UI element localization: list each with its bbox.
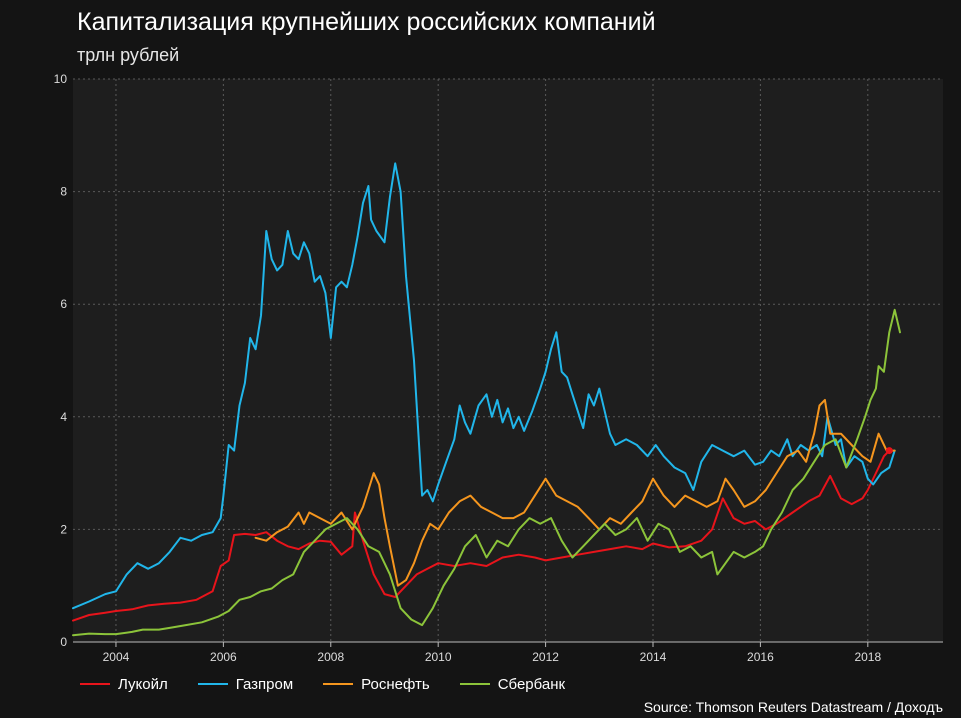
x-axis-ticks: 2004 2006 2008 2010 2012 2014 2016 2018: [103, 642, 881, 664]
series-line-2: [254, 398, 896, 587]
series-line-3: [72, 308, 901, 637]
series-end-marker: [885, 447, 893, 455]
y-tick-label: 4: [60, 410, 67, 424]
x-tick-label: 2016: [747, 650, 774, 664]
legend-label-gazprom: Газпром: [235, 675, 294, 693]
legend-label-sberbank: Сбербанк: [497, 675, 566, 693]
y-tick-label: 8: [60, 185, 67, 199]
chart-title: Капитализация крупнейших российских комп…: [77, 8, 656, 36]
legend-label-rosneft: Роснефть: [361, 675, 430, 693]
legend-swatch-sberbank: [459, 683, 490, 685]
legend-item-rosneft: Роснефть: [323, 676, 430, 693]
legend-swatch-gazprom: [197, 683, 228, 685]
gridlines: [73, 78, 943, 642]
legend-swatch-rosneft: [323, 683, 354, 685]
chart-subtitle: трлн рублей: [77, 45, 180, 65]
y-tick-label: 2: [60, 522, 67, 536]
x-tick-label: 2018: [854, 650, 881, 664]
legend-item-sberbank: Сбербанк: [459, 675, 566, 693]
legend-swatch-lukoil: [80, 683, 110, 685]
plot-area: [73, 79, 943, 642]
legend-label-lukoil: Лукойл: [118, 675, 168, 693]
legend-item-lukoil: Лукойл: [80, 676, 168, 693]
x-tick-label: 2010: [425, 650, 452, 664]
y-tick-label: 6: [60, 297, 67, 311]
x-tick-label: 2006: [210, 650, 237, 664]
x-tick-label: 2012: [532, 650, 559, 664]
y-axis-ticks: 0 2 4 6 8 10: [54, 72, 68, 649]
series-lines: [72, 162, 901, 637]
x-tick-label: 2004: [103, 650, 130, 664]
x-tick-label: 2008: [317, 650, 344, 664]
legend-item-gazprom: Газпром: [197, 675, 294, 693]
source-note: Source: Thomson Reuters Datastream / Дох…: [643, 699, 943, 715]
x-tick-label: 2014: [640, 650, 667, 664]
y-tick-label: 10: [54, 72, 68, 86]
legend: Лукойл Газпром Роснефть Сбербанк: [80, 675, 595, 693]
series-line-1: [72, 162, 896, 610]
y-tick-label: 0: [60, 635, 67, 649]
